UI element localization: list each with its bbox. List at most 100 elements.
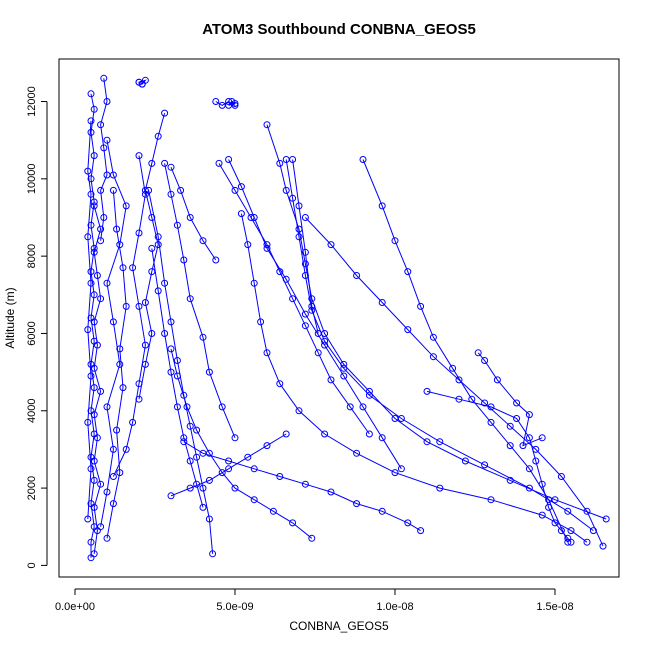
data-point <box>87 279 95 287</box>
data-point <box>244 453 252 461</box>
data-point <box>90 291 98 299</box>
data-point <box>301 310 309 318</box>
data-point <box>244 241 252 249</box>
data-point <box>250 496 258 504</box>
x-axis-label: CONBNA_GEOS5 <box>289 619 389 633</box>
data-point <box>583 538 591 546</box>
data-point <box>525 411 533 419</box>
data-point <box>186 214 194 221</box>
data-point <box>423 387 431 395</box>
data-point <box>148 159 156 167</box>
data-point <box>161 279 169 287</box>
series-line <box>266 124 607 520</box>
data-point <box>90 503 98 511</box>
data-point <box>276 159 284 167</box>
data-point <box>532 457 540 465</box>
series-line <box>228 159 402 470</box>
series-line <box>305 217 604 547</box>
data-point <box>90 550 98 558</box>
data-point <box>90 202 98 210</box>
data-point <box>135 229 143 237</box>
data-point <box>289 194 297 202</box>
series-line <box>292 159 319 334</box>
data-point <box>141 299 149 306</box>
data-point <box>506 442 514 450</box>
data-point <box>87 465 95 473</box>
data-point <box>321 337 329 345</box>
data-point <box>353 272 361 279</box>
data-point <box>90 457 98 465</box>
data-point <box>545 496 553 504</box>
data-point <box>538 434 546 442</box>
data-point <box>205 368 213 376</box>
data-point <box>301 214 309 221</box>
data-point <box>327 488 335 496</box>
data-point <box>148 330 156 337</box>
data-point <box>225 156 233 163</box>
series-trace <box>84 117 95 523</box>
data-point <box>378 299 386 306</box>
data-point <box>173 403 181 411</box>
data-point <box>173 357 181 364</box>
data-point <box>87 190 95 198</box>
data-point <box>378 507 386 515</box>
data-point <box>231 186 239 194</box>
data-point <box>567 538 575 546</box>
series-line <box>285 159 594 531</box>
data-point <box>250 465 258 473</box>
data-point <box>122 202 130 210</box>
data-point <box>180 434 188 442</box>
data-point <box>103 534 111 542</box>
data-point <box>87 90 95 98</box>
data-point <box>173 221 181 229</box>
data-point <box>193 426 201 434</box>
data-point <box>493 376 501 384</box>
data-point <box>449 364 457 372</box>
data-point <box>295 233 303 241</box>
data-point <box>353 449 361 457</box>
data-point <box>276 473 284 480</box>
data-point <box>557 527 565 535</box>
data-point <box>237 210 245 218</box>
data-point <box>199 237 207 245</box>
data-point <box>365 391 373 399</box>
data-point <box>205 476 213 484</box>
y-axis-label: Altitude (m) <box>3 287 17 348</box>
data-point <box>103 279 111 287</box>
data-point <box>231 484 239 492</box>
series-layer <box>84 74 610 562</box>
data-point <box>90 476 98 484</box>
data-point <box>429 353 437 361</box>
series-trace <box>423 387 575 546</box>
data-point <box>481 399 489 407</box>
data-point <box>461 457 469 465</box>
data-point <box>199 333 207 341</box>
data-point <box>87 268 95 276</box>
data-point <box>250 279 258 287</box>
data-point <box>84 326 92 334</box>
data-point <box>90 364 98 372</box>
data-point <box>365 430 373 438</box>
data-point <box>378 202 386 210</box>
data-point <box>295 202 303 210</box>
data-point <box>129 418 137 426</box>
series-trace <box>215 159 373 438</box>
data-point <box>180 438 188 446</box>
data-point <box>564 507 572 515</box>
data-point <box>378 434 386 442</box>
data-point <box>122 445 130 453</box>
series-trace <box>135 109 169 403</box>
series-trace <box>90 202 105 558</box>
series-trace <box>148 244 207 511</box>
data-point <box>199 484 207 492</box>
data-point <box>391 469 399 477</box>
data-point <box>90 384 98 392</box>
data-point <box>215 159 223 167</box>
data-point <box>193 453 201 461</box>
data-point <box>154 287 162 295</box>
data-point <box>135 152 143 160</box>
y-tick-label: 0 <box>26 562 38 568</box>
series-line <box>106 190 127 539</box>
data-point <box>97 225 105 233</box>
series-line <box>240 213 588 543</box>
